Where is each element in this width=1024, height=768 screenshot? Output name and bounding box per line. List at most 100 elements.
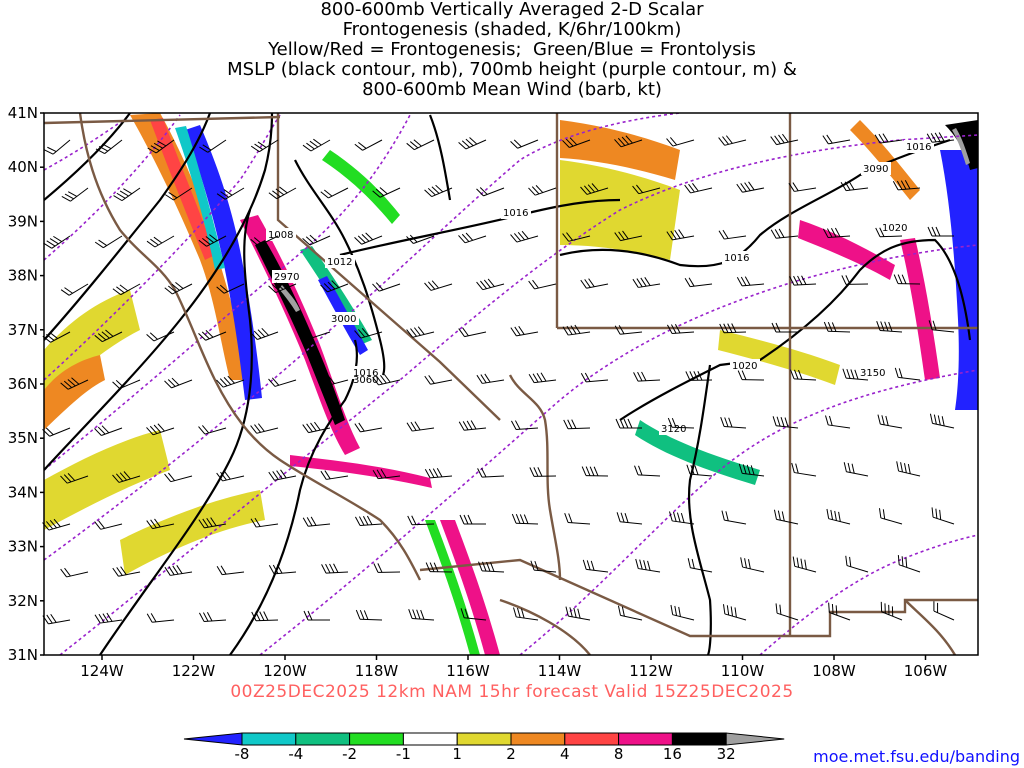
mslp-contour-5 (229, 339, 359, 655)
wind-barb (250, 235, 279, 247)
forecast-valid-label: 00Z25DEC2025 12km NAM 15hr forecast Vali… (230, 682, 794, 702)
border-mexico (419, 558, 978, 638)
wind-barb (250, 423, 279, 434)
wind-barb (164, 472, 193, 483)
wind-barb (513, 607, 539, 621)
wind-barb (928, 320, 955, 333)
gulf-coast (499, 598, 591, 655)
shade-sierra-gray (279, 285, 300, 312)
wind-barb (199, 139, 227, 153)
title-line-1: 800-600mb Vertically Averaged 2-D Scalar (320, 0, 704, 20)
colorbar-bin (241, 732, 297, 746)
wind-barb (880, 601, 903, 621)
wind-barb (198, 425, 227, 435)
wind-barb (61, 187, 89, 202)
wind-barb (823, 321, 851, 333)
wind-barb (112, 283, 141, 296)
wind-barb (354, 422, 383, 433)
wind-barb (372, 282, 401, 292)
mslp-contour-6 (294, 159, 386, 376)
wind-barb (60, 473, 89, 484)
title-line-3: Yellow/Red = Frontogenesis; Green/Blue =… (268, 39, 756, 60)
wind-barb (424, 468, 453, 479)
height-label-3150: 3150 (860, 368, 885, 379)
political-borders (44, 113, 978, 655)
wind-barb (459, 514, 486, 525)
wind-barb (562, 137, 591, 148)
wind-barb (216, 565, 245, 576)
wind-barb (721, 510, 747, 525)
wind-barb (840, 181, 869, 192)
colorbar-label: 1 (452, 745, 462, 763)
wind-barb (476, 187, 505, 197)
lon-label: 110W (721, 662, 765, 680)
lon-label: 106W (904, 662, 948, 680)
wind-barb (789, 275, 817, 286)
wind-barb (198, 234, 227, 247)
wind-barb (614, 325, 643, 335)
lat-label: 32N (8, 592, 38, 610)
shade-east-magenta (900, 238, 940, 380)
mslp-label-1012: 1012 (327, 257, 352, 268)
wind-barb (826, 508, 851, 525)
wind-barb (458, 327, 487, 338)
wind-barb (94, 425, 123, 436)
wind-barb (878, 508, 903, 525)
coastline (78, 113, 422, 581)
height-contour-9 (759, 534, 978, 655)
shade-az-green (635, 420, 760, 485)
colorbar-left-arrow (183, 732, 243, 746)
wind-barb (718, 229, 747, 240)
height-label-3090: 3090 (863, 164, 888, 175)
colorbar-bin (456, 732, 512, 746)
wind-barb (303, 610, 330, 621)
lon-label: 122W (172, 662, 216, 680)
mslp-contour-3 (44, 113, 274, 471)
title-line-4: MSLP (black contour, mb), 700mb height (… (227, 59, 797, 80)
height-contour-5 (44, 113, 681, 561)
height-contour-8 (519, 369, 978, 655)
lat-label: 40N (8, 158, 38, 176)
wind-barb (321, 563, 349, 574)
wind-barb (424, 184, 453, 198)
wind-barb (458, 137, 487, 150)
rio-grande (904, 599, 957, 655)
mslp-label-1016a: 1016 (353, 368, 378, 379)
mslp-label-1020a: 1020 (882, 223, 907, 234)
wind-barb (877, 414, 903, 429)
shade-ne-orange (560, 120, 680, 180)
source-credit[interactable]: moe.met.fsu.edu/banding (813, 747, 1020, 766)
wind-barb (933, 601, 955, 621)
title-line-2: Frontogenesis (shaded, K/6hr/100km) (342, 19, 682, 40)
shade-az-yellow (718, 330, 840, 385)
wind-barb (510, 139, 539, 149)
border-nv-west (276, 113, 501, 421)
wind-barb (722, 604, 747, 621)
lat-label: 41N (8, 104, 38, 122)
wind-barb (198, 612, 227, 623)
wind-barb (268, 377, 297, 387)
wind-barb (771, 322, 798, 333)
lat-label: 37N (8, 321, 38, 339)
shade-west-orange (44, 355, 105, 430)
colorbar-label: 16 (663, 745, 682, 763)
wind-barb (897, 554, 921, 573)
wind-barb (740, 557, 765, 573)
lat-label: 34N (8, 483, 38, 501)
lon-label: 114W (538, 662, 582, 680)
wind-barb (216, 375, 245, 388)
wind-barb (845, 555, 869, 573)
height-contour-1 (44, 114, 131, 171)
mslp-label-1016b: 1016 (503, 208, 528, 219)
wind-barb (198, 330, 227, 341)
wind-barb (775, 603, 799, 621)
wind-barb (562, 232, 591, 242)
height-label-3000: 3000 (331, 314, 356, 325)
mslp-contour-2 (44, 113, 212, 341)
mslp-contour-10 (687, 364, 712, 655)
title-line-5: 800-600mb Mean Wind (barb, kt) (362, 79, 662, 100)
wind-barb (790, 369, 817, 381)
wind-barb (251, 611, 279, 622)
wind-barb (684, 182, 713, 194)
wind-barb (408, 609, 435, 621)
